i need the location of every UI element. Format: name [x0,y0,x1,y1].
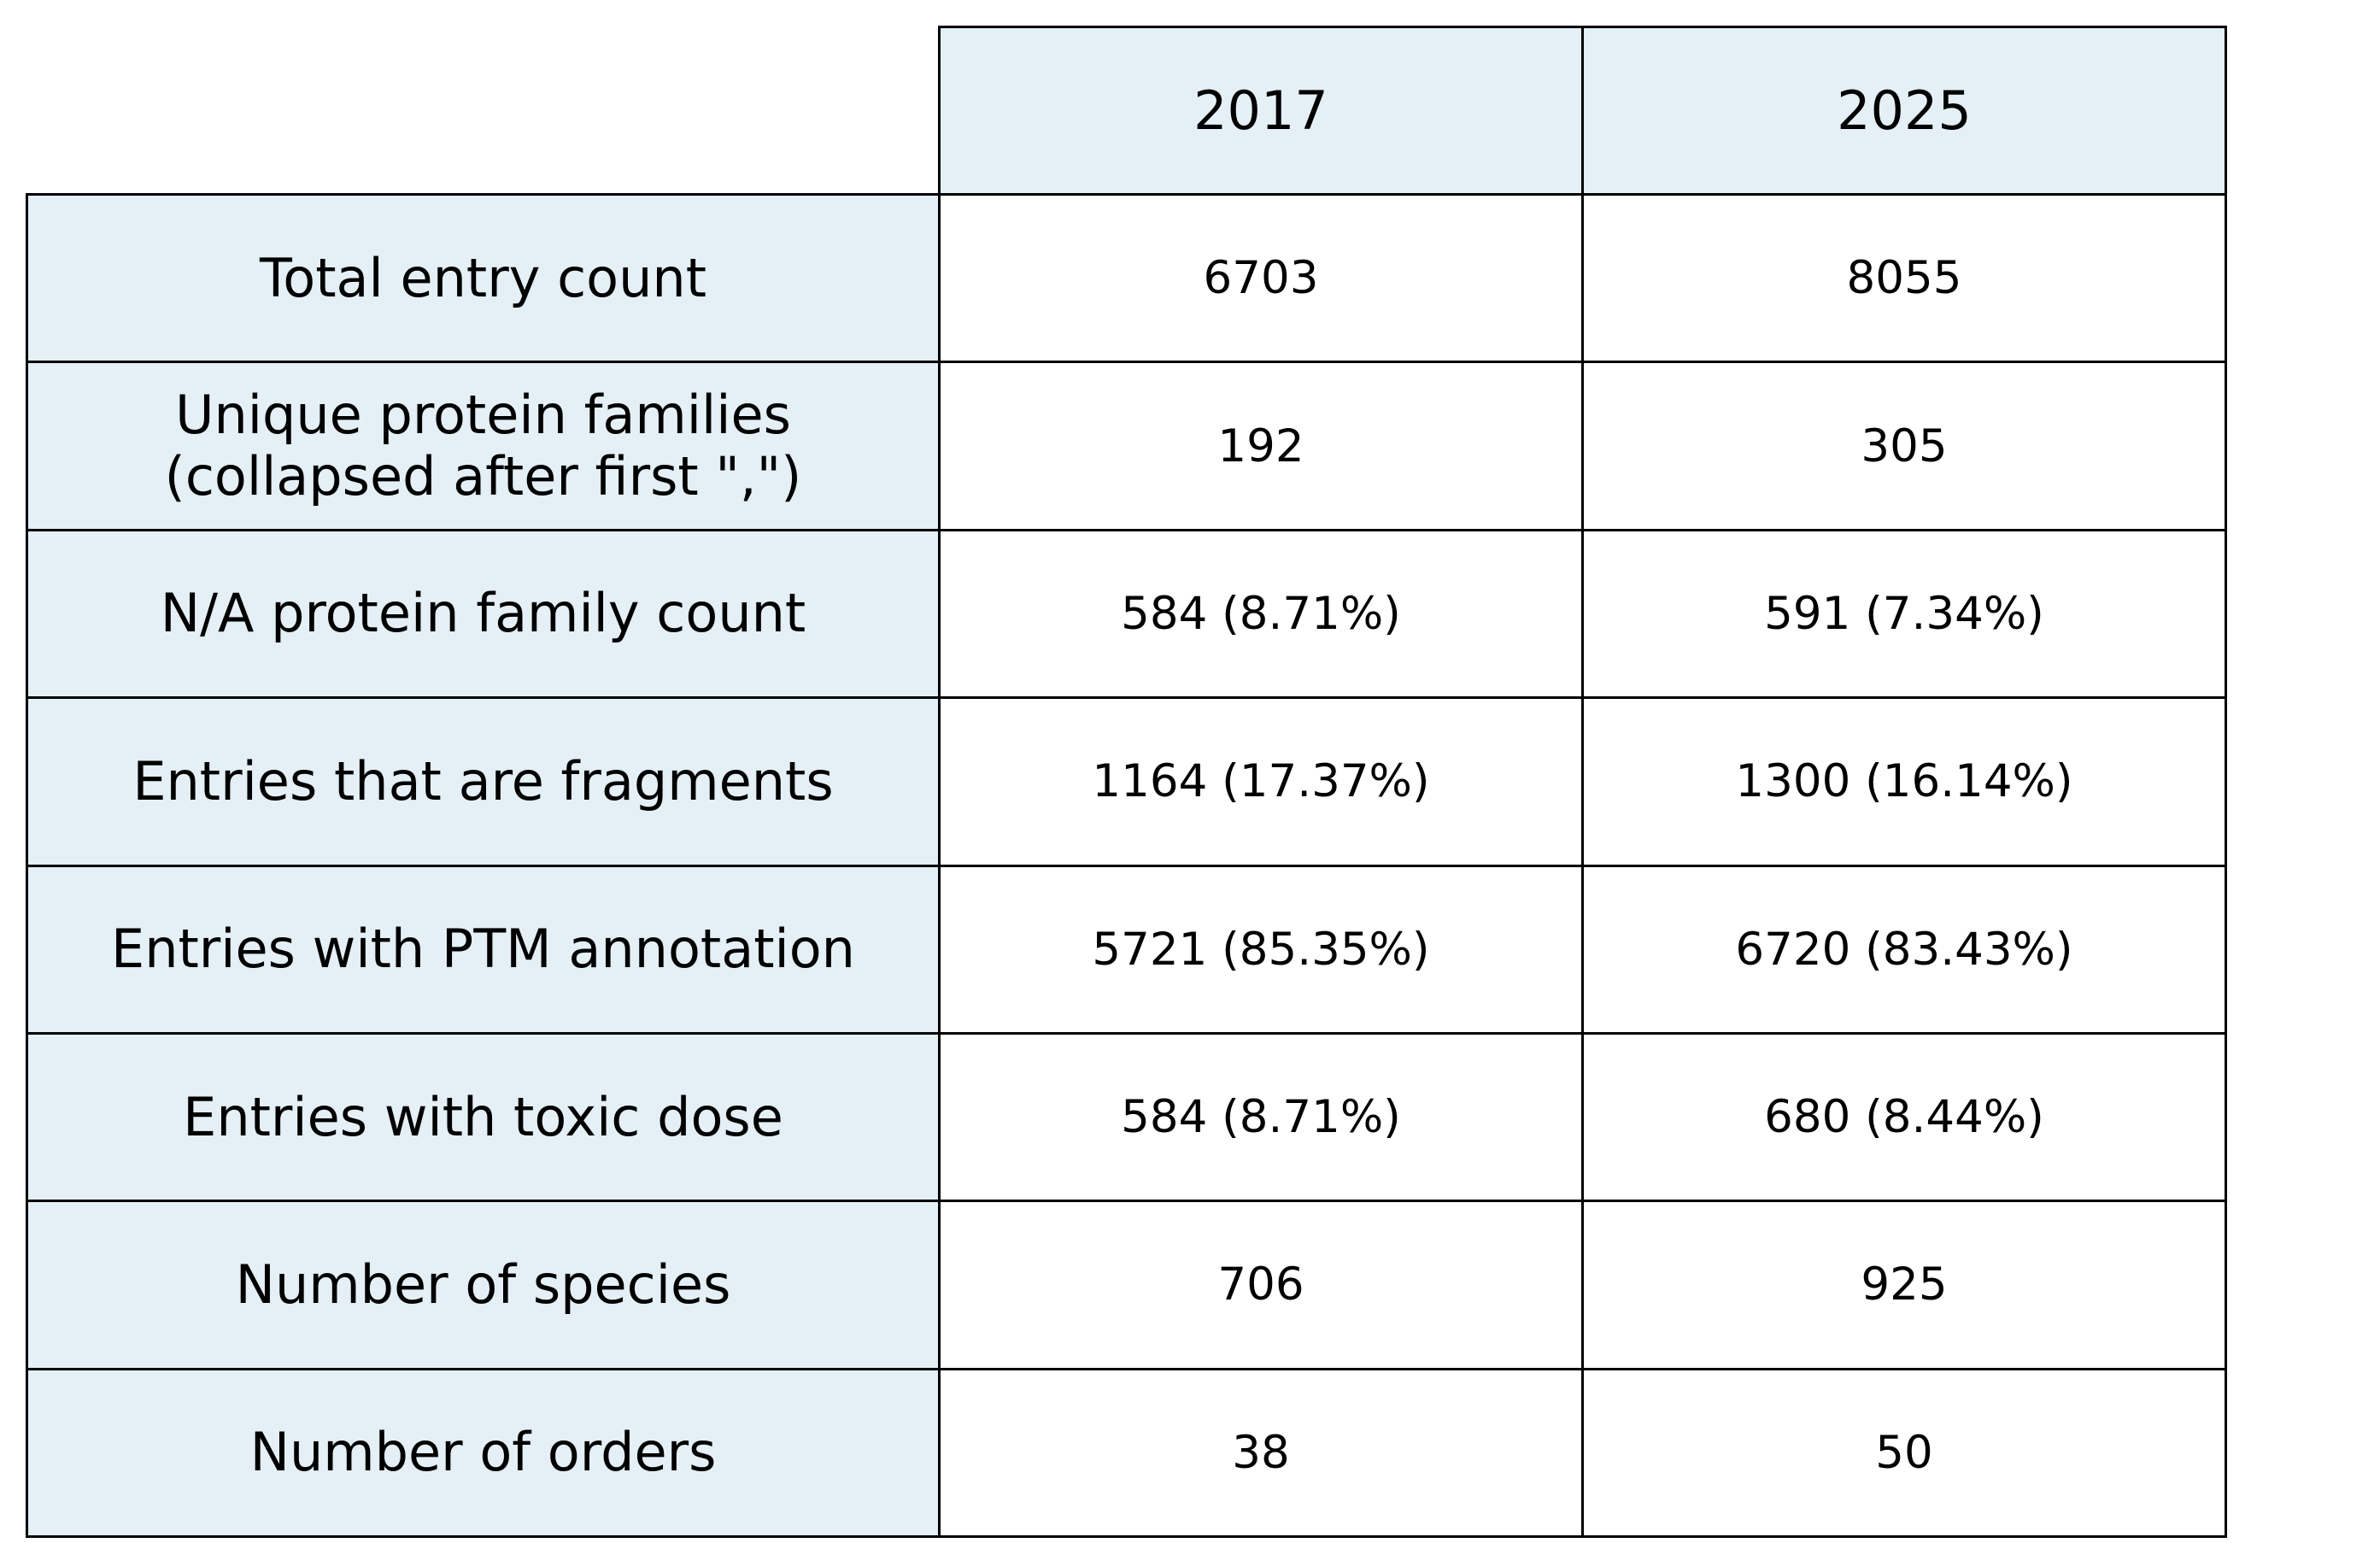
row-label-na-protein-family-count: N/A protein family count [26,528,941,700]
table-row: N/A protein family count 584 (8.71%) 591… [26,528,2227,700]
value-cell-2025: 1300 (16.14%) [1581,696,2227,867]
value-cell-2017: 584 (8.71%) [938,1031,1584,1203]
value-cell-2025: 305 [1581,361,2227,531]
row-label-toxic-dose: Entries with toxic dose [26,1031,941,1203]
table-row: Number of species 706 925 [26,1200,2227,1370]
row-label-total-entry-count: Total entry count [26,192,941,364]
value-cell-2025: 8055 [1581,192,2227,364]
table-row: Entries with toxic dose 584 (8.71%) 680 … [26,1031,2227,1203]
value-cell-2025: 925 [1581,1200,2227,1370]
value-cell-2017: 706 [938,1200,1584,1370]
value-cell-2025: 680 (8.44%) [1581,1031,2227,1203]
empty-corner-cell [27,27,940,195]
value-cell-2017: 1164 (17.37%) [938,696,1584,867]
row-label-number-of-species: Number of species [26,1200,941,1370]
header-row: 2017 2025 [27,26,2227,196]
table-row: Number of orders 38 50 [26,1367,2227,1539]
table-row: Total entry count 6703 8055 [26,192,2227,364]
row-label-ptm-annotation: Entries with PTM annotation [26,864,941,1035]
table-row: Unique protein families (collapsed after… [26,361,2227,531]
value-cell-2017: 38 [938,1367,1584,1539]
column-header-2017: 2017 [938,26,1584,196]
row-label-unique-protein-families: Unique protein families (collapsed after… [26,361,941,531]
value-cell-2017: 584 (8.71%) [938,528,1584,700]
value-cell-2017: 5721 (85.35%) [938,864,1584,1035]
value-cell-2025: 50 [1581,1367,2227,1539]
value-cell-2017: 6703 [938,192,1584,364]
row-label-number-of-orders: Number of orders [26,1367,941,1539]
value-cell-2017: 192 [938,361,1584,531]
column-header-2025: 2025 [1581,26,2227,196]
row-label-fragments: Entries that are fragments [26,696,941,867]
value-cell-2025: 6720 (83.43%) [1581,864,2227,1035]
value-cell-2025: 591 (7.34%) [1581,528,2227,700]
table-row: Entries with PTM annotation 5721 (85.35%… [26,864,2227,1035]
comparison-table: 2017 2025 Total entry count 6703 8055 Un… [26,26,2227,1539]
table-row: Entries that are fragments 1164 (17.37%)… [26,696,2227,867]
